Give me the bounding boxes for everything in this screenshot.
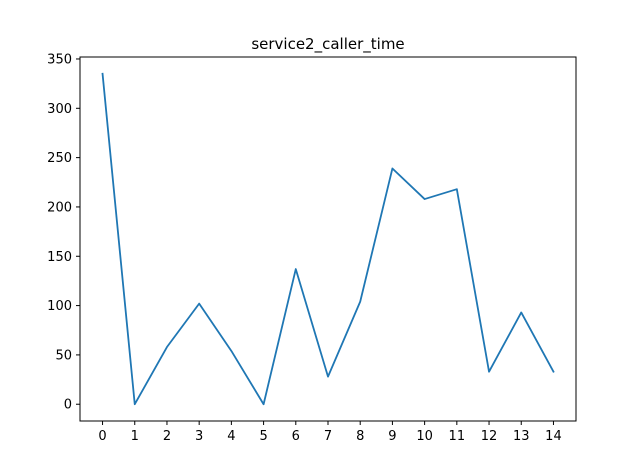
y-tick-label: 150 bbox=[47, 250, 72, 265]
y-tick-label: 200 bbox=[47, 200, 72, 215]
y-tick-label: 350 bbox=[47, 52, 72, 67]
y-tick-label: 100 bbox=[47, 299, 72, 314]
x-tick-label: 0 bbox=[98, 429, 106, 444]
x-tick-label: 12 bbox=[481, 429, 498, 444]
x-tick-label: 13 bbox=[513, 429, 530, 444]
x-tick-label: 11 bbox=[449, 429, 466, 444]
x-tick-label: 14 bbox=[545, 429, 562, 444]
x-tick-label: 9 bbox=[388, 429, 396, 444]
x-tick-label: 8 bbox=[356, 429, 364, 444]
x-tick-label: 7 bbox=[324, 429, 332, 444]
chart-title: service2_caller_time bbox=[251, 35, 404, 54]
plot-area: 0 1 2 3 4 5 6 7 8 9 10 11 12 13 1405010015020025030035… bbox=[47, 52, 577, 444]
axes-frame bbox=[79, 56, 577, 422]
y-tick-label: 0 bbox=[64, 398, 72, 413]
x-tick-label: 2 bbox=[163, 429, 171, 444]
x-tick-label: 5 bbox=[259, 429, 267, 444]
x-tick-label: 6 bbox=[292, 429, 300, 444]
x-tick-label: 10 bbox=[416, 429, 433, 444]
x-tick-label: 3 bbox=[195, 429, 203, 444]
y-tick-label: 250 bbox=[47, 151, 72, 166]
y-tick-label: 50 bbox=[55, 348, 72, 363]
y-tick-label: 300 bbox=[47, 102, 72, 117]
x-tick-label: 1 bbox=[131, 429, 139, 444]
x-tick-label: 4 bbox=[227, 429, 235, 444]
series-line-0 bbox=[101, 72, 555, 406]
